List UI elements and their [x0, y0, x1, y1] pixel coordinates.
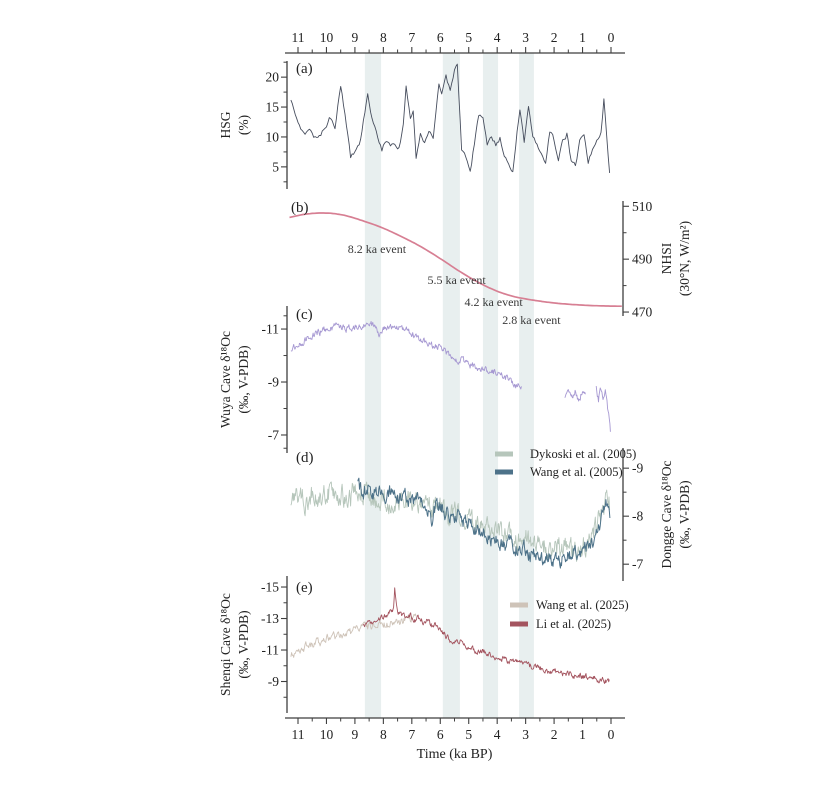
bottom-tick-label: 3	[522, 727, 529, 742]
panel-a-tick-label: 10	[266, 129, 280, 144]
legend-label-d-2: Wang et al. (2005)	[530, 465, 623, 479]
panel-letter-a: (a)	[296, 61, 313, 77]
panel-letter-b: (b)	[291, 200, 309, 216]
legend-swatch-e-2	[510, 621, 528, 627]
event-band-8.2	[364, 53, 382, 718]
bottom-tick-label: 2	[551, 727, 558, 742]
bottom-tick-label: 1	[579, 727, 586, 742]
panel-c-tick-label: -9	[268, 375, 279, 390]
top-tick-label: 2	[551, 30, 558, 45]
top-tick-label: 3	[522, 30, 529, 45]
top-tick-label: 8	[380, 30, 387, 45]
panel-c-tick-label: -7	[268, 427, 279, 442]
panel-a-ylabel-line1: HSG	[218, 111, 233, 138]
panel-a-tick-label: 20	[266, 70, 280, 85]
top-tick-label: 10	[320, 30, 334, 45]
panel-letter-d: (d)	[296, 450, 314, 466]
series-b-nhsi	[289, 212, 622, 308]
top-tick-label: 9	[352, 30, 359, 45]
paleoclimate-multipanel-figure: 11 10 9 8 7 6 5 4 3 2 1 0 11 10 9 8 7 6 5 4 3 2 1 0 Time (ka BP)…	[40, 16, 831, 772]
panel-c-tick-label: -11	[262, 322, 280, 337]
panel-letter-e: (e)	[296, 580, 313, 596]
panel-b-tick-label: 490	[632, 252, 653, 267]
event-label-4.2: 4.2 ka event	[464, 295, 523, 309]
legend-swatch-d-1	[495, 451, 513, 457]
bottom-tick-label: 8	[380, 727, 387, 742]
event-band-2.8	[519, 53, 534, 718]
series-e-wang-et-al-2025-	[290, 613, 417, 658]
panel-e-tick-label: -13	[261, 611, 279, 626]
top-tick-label: 1	[579, 30, 586, 45]
panel-d-tick-label: -7	[632, 557, 643, 572]
panel-b-tick-label: 470	[632, 305, 653, 320]
series-c-wuya-cave-seg2	[564, 389, 586, 402]
panel-e-tick-label: -15	[261, 580, 279, 595]
bottom-tick-label: 6	[437, 727, 444, 742]
panel-e-ylabel-line1: Shenqi Cave δ¹⁸Oc	[218, 593, 233, 696]
panel-e-tick-label: -11	[262, 643, 280, 658]
panel-e-ylabel-line2: (‰, V-PDB)	[236, 610, 251, 678]
bottom-tick-label: 11	[292, 727, 305, 742]
legend-label-d-1: Dykoski et al. (2005)	[530, 447, 636, 461]
panel-c-ylabel-line1: Wuya Cave δ¹⁸Oc	[218, 331, 233, 428]
series-d-dykoski-et-al-2005-	[290, 481, 611, 562]
panel-d-ylabel-line2: (‰, V-PDB)	[677, 480, 692, 548]
bottom-tick-label: 5	[465, 727, 472, 742]
event-band-5.5	[442, 53, 460, 718]
event-label-2.8: 2.8 ka event	[502, 313, 561, 327]
bottom-tick-label: 7	[408, 727, 415, 742]
panel-b-ylabel-line1: NHSI	[659, 242, 674, 274]
top-tick-label: 4	[494, 30, 501, 45]
panel-b-ylabel-line2: (30°N, W/m²)	[677, 221, 692, 296]
event-label-8.2: 8.2 ka event	[348, 242, 407, 256]
series-e-li-et-al-2025-	[362, 587, 610, 684]
top-tick-label: 11	[292, 30, 305, 45]
series-d-wang-et-al-2005-	[357, 477, 611, 569]
panel-a-tick-label: 5	[272, 159, 279, 174]
event-band-4.2	[482, 53, 499, 718]
top-tick-label: 5	[465, 30, 472, 45]
series-a-hsg	[290, 63, 611, 173]
panel-letter-c: (c)	[296, 307, 313, 323]
bottom-tick-label: 9	[352, 727, 359, 742]
legend-swatch-d-2	[495, 469, 513, 475]
time-axis-title: Time (ka BP)	[417, 747, 493, 762]
top-tick-label: 6	[437, 30, 444, 45]
series-c-wuya-cave-seg3	[595, 386, 611, 432]
top-tick-label: 7	[408, 30, 415, 45]
legend-swatch-e-1	[510, 602, 528, 608]
panel-a-ylabel-line2: (%)	[236, 115, 251, 135]
legend-label-e-1: Wang et al. (2025)	[536, 598, 629, 612]
panel-d-ylabel-line1: Dongge Cave δ¹⁸Oc	[659, 460, 674, 568]
bottom-tick-label: 10	[320, 727, 334, 742]
panel-d-tick-label: -9	[632, 461, 643, 476]
panel-e-tick-label: -9	[268, 674, 279, 689]
bottom-tick-label: 4	[494, 727, 501, 742]
panel-c-ylabel-line2: (‰, V-PDB)	[236, 345, 251, 413]
panel-a-tick-label: 15	[266, 100, 280, 115]
panel-b-tick-label: 510	[632, 199, 653, 214]
event-label-5.5: 5.5 ka event	[427, 273, 486, 287]
top-tick-label: 0	[608, 30, 615, 45]
bottom-tick-label: 0	[608, 727, 615, 742]
legend-label-e-2: Li et al. (2025)	[536, 617, 611, 631]
panel-d-tick-label: -8	[632, 509, 643, 524]
series-c-wuya-cave-seg1	[290, 320, 522, 390]
